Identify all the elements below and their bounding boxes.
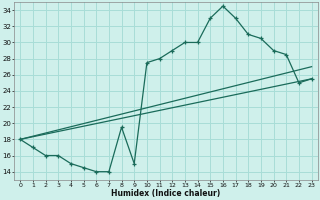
X-axis label: Humidex (Indice chaleur): Humidex (Indice chaleur) [111,189,220,198]
